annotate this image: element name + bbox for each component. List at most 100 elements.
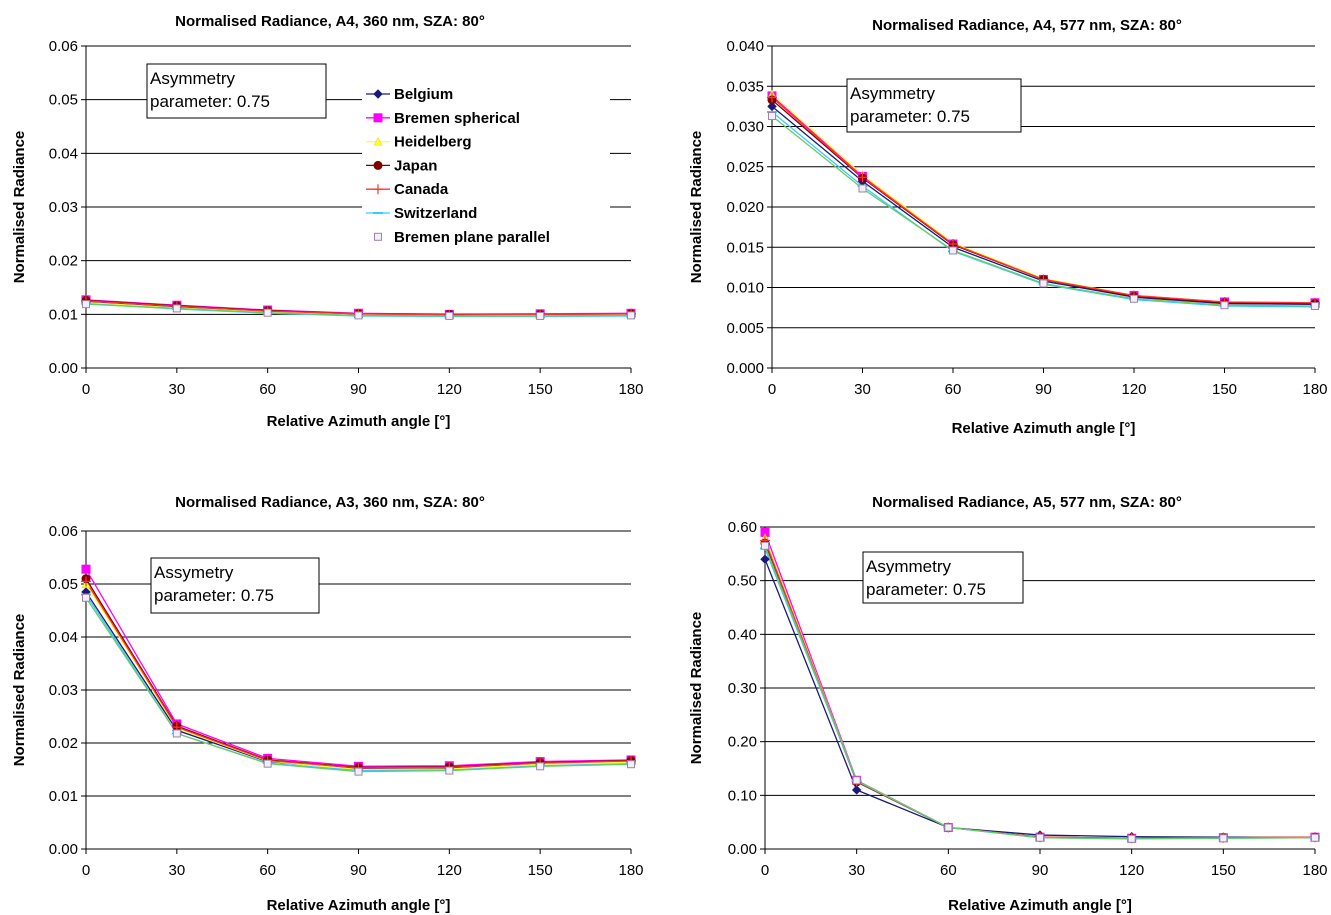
y-tick-label: 0.000 (726, 360, 764, 377)
legend-marker (373, 89, 383, 99)
y-tick-label: 0.040 (726, 38, 764, 55)
y-tick-label: 0.30 (728, 680, 757, 697)
y-tick-label: 0.02 (49, 253, 78, 270)
y-tick-label: 0.06 (49, 38, 78, 55)
x-tick-label: 150 (528, 381, 553, 398)
annotation-text: parameter: 0.75 (850, 107, 970, 126)
data-point (263, 308, 272, 317)
y-tick-label: 0.06 (49, 523, 78, 540)
data-point (445, 766, 454, 775)
x-tick-label: 0 (82, 381, 90, 398)
data-point (1219, 834, 1228, 843)
data-point (1036, 833, 1044, 842)
chart-3: 0.00 0.01 0.02 0.03 0.04 0.05 0.06 0 30 60 90 120 15… (11, 494, 644, 914)
y-tick-label: 0.01 (49, 306, 78, 323)
x-tick-label: 90 (350, 381, 367, 398)
data-point (761, 541, 769, 550)
annotation-box (846, 78, 1022, 133)
annotation-text: parameter: 0.75 (154, 586, 274, 605)
annotation-text: parameter: 0.75 (150, 92, 270, 111)
data-point (81, 564, 91, 574)
y-tick-label: 0.005 (726, 320, 764, 337)
annotation-text: Assymetry (154, 563, 234, 582)
data-point (767, 101, 777, 112)
y-tick-label: 0.020 (726, 199, 764, 216)
data-point (1220, 301, 1229, 310)
data-point (354, 767, 363, 776)
annotation-text: Asymmetry (150, 69, 236, 88)
data-point (82, 300, 90, 309)
x-tick-label: 0 (768, 381, 776, 398)
y-tick-label: 0.40 (728, 626, 757, 643)
chart-title: Normalised Radiance, A3, 360 nm, SZA: 80… (175, 494, 485, 511)
x-tick-label: 120 (1119, 862, 1144, 879)
y-tick-label: 0.04 (49, 145, 78, 162)
data-point (767, 92, 777, 103)
x-tick-label: 180 (618, 381, 643, 398)
x-tick-label: 120 (1121, 381, 1146, 398)
legend-label: Switzerland (394, 205, 477, 222)
series-line (764, 540, 1316, 839)
y-axis-label: Normalised Radiance (688, 131, 705, 284)
x-tick-label: 30 (168, 862, 185, 879)
x-axis-label: Relative Azimuth angle [°] (948, 897, 1132, 914)
series-line (85, 597, 632, 773)
chart-2: 0.000 0.005 0.010 0.015 0.020 0.025 0.030 0.035… (688, 17, 1328, 437)
x-tick-label: 180 (618, 862, 643, 879)
y-tick-label: 0.010 (726, 280, 764, 297)
data-point (172, 729, 181, 738)
y-tick-label: 0.01 (49, 788, 78, 805)
y-tick-label: 0.00 (49, 841, 78, 858)
legend-marker (373, 137, 383, 146)
y-axis-label: Normalised Radiance (688, 612, 705, 765)
y-tick-label: 0.05 (49, 92, 78, 109)
x-tick-label: 30 (168, 381, 185, 398)
data-point (857, 172, 868, 183)
y-tick-label: 0.030 (726, 119, 764, 136)
legend-marker (373, 113, 383, 123)
y-tick-label: 0.60 (728, 519, 757, 536)
x-axis-label: Relative Azimuth angle [°] (952, 420, 1136, 437)
y-tick-label: 0.02 (49, 735, 78, 752)
data-point (852, 776, 861, 785)
legend-label: Canada (394, 181, 449, 198)
x-axis-label: Relative Azimuth angle [°] (267, 897, 451, 914)
x-tick-label: 60 (945, 381, 962, 398)
x-tick-label: 150 (1212, 381, 1237, 398)
data-point (536, 311, 545, 320)
y-tick-label: 0.00 (728, 841, 757, 858)
data-point (858, 184, 867, 193)
x-axis-label: Relative Azimuth angle [°] (267, 413, 451, 430)
x-tick-label: 180 (1302, 862, 1327, 879)
data-point (1039, 279, 1048, 288)
legend-label: Bremen plane parallel (394, 229, 550, 246)
data-point (172, 304, 181, 313)
y-axis-label: Normalised Radiance (11, 131, 28, 284)
x-tick-label: 120 (437, 862, 462, 879)
chart-title: Normalised Radiance, A4, 577 nm, SZA: 80… (872, 17, 1182, 34)
chart-1: 0.00 0.01 0.02 0.03 0.04 0.05 0.06 0 30 60 90 120 15… (11, 13, 644, 430)
legend-marker (373, 160, 383, 170)
x-tick-label: 30 (854, 381, 871, 398)
data-point (1311, 833, 1319, 842)
data-point (81, 576, 91, 587)
chart-4: 0.00 0.10 0.20 0.30 0.40 0.50 0.60 0 30 60 90 120 15… (688, 494, 1328, 914)
series-line (764, 542, 1316, 839)
data-point (627, 311, 635, 320)
x-tick-label: 60 (940, 862, 957, 879)
legend-marker (373, 184, 383, 195)
y-tick-label: 0.03 (49, 199, 78, 216)
x-tick-label: 60 (259, 862, 276, 879)
y-tick-label: 0.035 (726, 78, 764, 95)
data-point (263, 759, 272, 768)
legend-label: Heidelberg (394, 134, 472, 151)
annotation-box (862, 551, 1024, 604)
data-point (1130, 294, 1138, 303)
annotation-text: Asymmetry (850, 84, 936, 103)
y-tick-label: 0.05 (49, 576, 78, 593)
annotation-box (146, 63, 327, 119)
annotation-text: parameter: 0.75 (866, 580, 986, 599)
series-line (85, 591, 632, 770)
x-tick-label: 150 (528, 862, 553, 879)
